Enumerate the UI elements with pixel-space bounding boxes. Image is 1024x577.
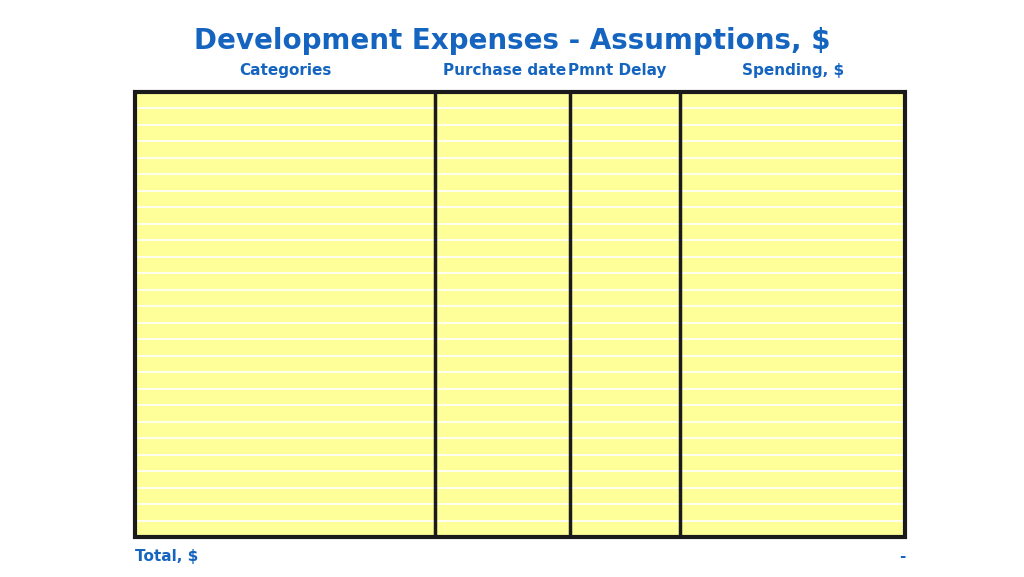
Bar bbox=[135, 224, 905, 241]
Bar bbox=[135, 488, 905, 504]
Bar bbox=[135, 389, 905, 405]
Bar bbox=[135, 339, 905, 355]
Bar bbox=[135, 306, 905, 323]
Bar bbox=[135, 241, 905, 257]
Bar bbox=[135, 438, 905, 455]
Bar bbox=[135, 108, 905, 125]
Text: Purchase date: Purchase date bbox=[443, 63, 566, 78]
Text: Development Expenses - Assumptions, $: Development Expenses - Assumptions, $ bbox=[194, 27, 830, 55]
Bar bbox=[135, 471, 905, 488]
Bar bbox=[135, 174, 905, 191]
Bar bbox=[135, 191, 905, 207]
Text: Categories: Categories bbox=[239, 63, 331, 78]
Text: -: - bbox=[899, 549, 905, 564]
Text: Total, $: Total, $ bbox=[135, 549, 199, 564]
Bar bbox=[135, 520, 905, 537]
Bar bbox=[135, 455, 905, 471]
Bar bbox=[135, 290, 905, 306]
Bar bbox=[135, 207, 905, 224]
Bar bbox=[135, 372, 905, 389]
Bar bbox=[135, 158, 905, 174]
Bar bbox=[135, 273, 905, 290]
Bar bbox=[135, 257, 905, 273]
Text: Spending, $: Spending, $ bbox=[742, 63, 844, 78]
Bar bbox=[135, 323, 905, 339]
Bar bbox=[135, 504, 905, 520]
Bar bbox=[135, 92, 905, 108]
Text: Pmnt Delay: Pmnt Delay bbox=[567, 63, 667, 78]
Bar bbox=[135, 405, 905, 422]
Bar bbox=[135, 141, 905, 158]
Bar bbox=[135, 355, 905, 372]
Bar bbox=[135, 92, 905, 537]
Bar bbox=[135, 422, 905, 438]
Bar bbox=[135, 125, 905, 141]
